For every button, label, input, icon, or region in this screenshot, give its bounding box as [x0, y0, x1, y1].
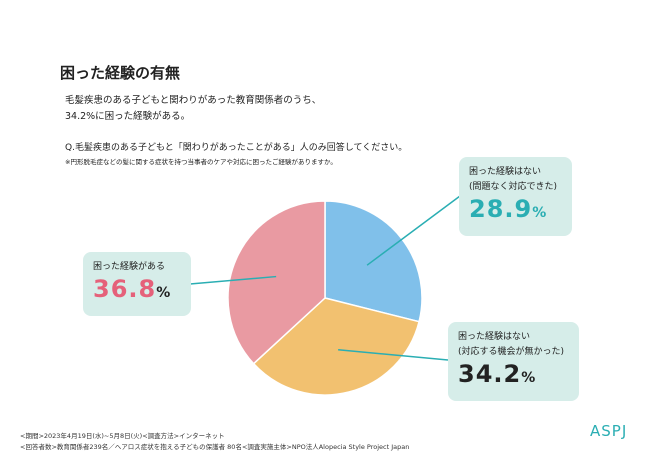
leader-line	[338, 348, 449, 361]
pie-slice	[227, 200, 326, 365]
leader-line	[366, 195, 461, 266]
callout-value: 34.2	[458, 360, 522, 388]
leader-line	[189, 275, 277, 285]
footer-period: <期間>2023年4月19日(水)~5月8日(火)<調査方法>インターネット	[20, 432, 225, 440]
callout-label: (対応する機会が無かった)	[458, 347, 565, 357]
callout-no-opportunity: 困った経験はない (対応する機会が無かった) 34.2%	[448, 322, 579, 401]
callout-no-trouble-handled: 困った経験はない (問題なく対応できた) 28.9%	[459, 157, 572, 236]
unit: %	[532, 205, 548, 221]
unit: %	[156, 285, 172, 301]
callout-label: 困った経験はない	[458, 332, 531, 342]
note: ※円形脱毛症などの髪に関する症状を持つ当事者のケアや対応に困ったご経験があります…	[65, 158, 337, 166]
callout-label: (問題なく対応できた)	[469, 182, 558, 192]
callout-label: 困った経験はない	[469, 167, 542, 177]
question: Q.毛髪疾患のある子どもと「関わりがあったことがある」人のみ回答してください。	[65, 143, 408, 153]
lead-line-1: 毛髪疾患のある子どもと関わりがあった教育関係者のうち、	[65, 95, 322, 106]
footer-respondents: <回答者数>教育関係者239名／ヘアロス症状を抱える子どもの保護者 80名<調査…	[20, 443, 410, 451]
unit: %	[521, 370, 537, 386]
aspj-logo: ASPJ	[590, 422, 628, 440]
callout-label: 困った経験がある	[93, 262, 166, 272]
pie-slice	[252, 297, 420, 396]
callout-value: 36.8	[93, 275, 157, 303]
page-title: 困った経験の有無	[60, 64, 181, 82]
callout-had-trouble: 困った経験がある 36.8%	[83, 252, 191, 316]
callout-value: 28.9	[469, 195, 533, 223]
lead-line-2: 34.2%に困った経験がある。	[65, 111, 191, 122]
